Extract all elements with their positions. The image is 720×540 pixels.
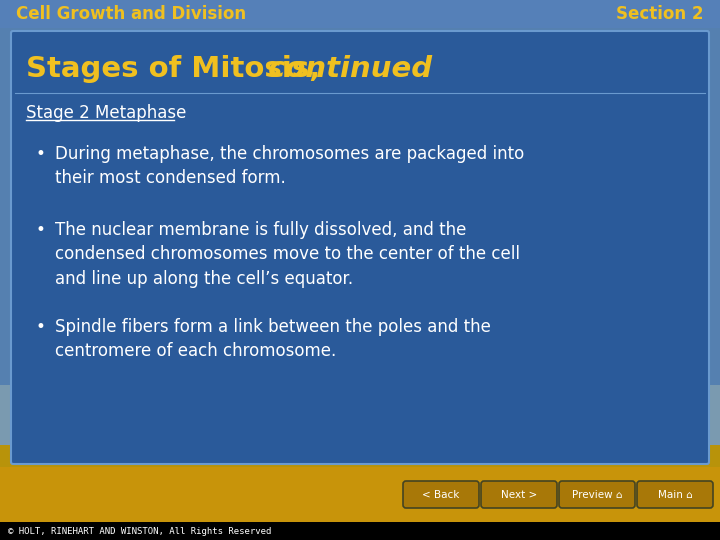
FancyBboxPatch shape — [403, 481, 479, 508]
Text: continued: continued — [258, 55, 432, 83]
FancyBboxPatch shape — [481, 481, 557, 508]
Text: © HOLT, RINEHART AND WINSTON, All Rights Reserved: © HOLT, RINEHART AND WINSTON, All Rights… — [8, 526, 271, 536]
Text: Preview ⌂: Preview ⌂ — [572, 489, 622, 500]
Text: Cell Growth and Division: Cell Growth and Division — [16, 5, 246, 23]
Text: Stage 2 Metaphase: Stage 2 Metaphase — [26, 104, 186, 122]
FancyBboxPatch shape — [559, 481, 635, 508]
Text: The nuclear membrane is fully dissolved, and the
condensed chromosomes move to t: The nuclear membrane is fully dissolved,… — [55, 221, 520, 288]
Text: •: • — [35, 318, 45, 336]
FancyBboxPatch shape — [637, 481, 713, 508]
Text: Main ⌂: Main ⌂ — [657, 489, 693, 500]
Text: •: • — [35, 221, 45, 239]
Text: Next >: Next > — [501, 489, 537, 500]
Text: Section 2: Section 2 — [616, 5, 704, 23]
Bar — [0, 0, 720, 28]
Text: Spindle fibers form a link between the poles and the
centromere of each chromoso: Spindle fibers form a link between the p… — [55, 318, 491, 360]
Bar — [0, 467, 720, 522]
Bar — [0, 522, 720, 540]
Text: During metaphase, the chromosomes are packaged into
their most condensed form.: During metaphase, the chromosomes are pa… — [55, 145, 524, 187]
Bar — [0, 440, 720, 540]
Text: Stages of Mitosis,: Stages of Mitosis, — [26, 55, 320, 83]
Bar — [0, 385, 720, 445]
Text: •: • — [35, 145, 45, 163]
Text: < Back: < Back — [423, 489, 459, 500]
FancyBboxPatch shape — [11, 31, 709, 464]
